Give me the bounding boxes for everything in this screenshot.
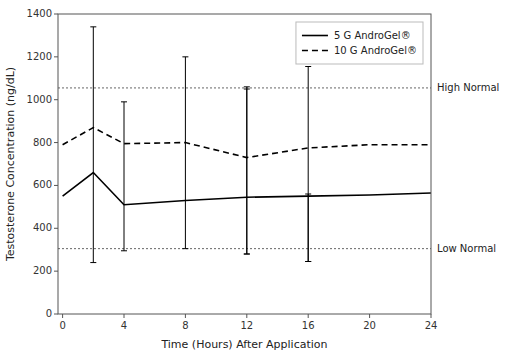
legend-swatch bbox=[302, 50, 328, 52]
legend-label: 10 G AndroGel® bbox=[334, 45, 417, 56]
y-tick-label: 0 bbox=[46, 308, 52, 319]
y-tick bbox=[54, 14, 58, 15]
error-bar bbox=[182, 57, 188, 249]
x-tick bbox=[62, 314, 63, 318]
x-tick bbox=[431, 314, 432, 318]
y-tick-label: 600 bbox=[33, 179, 52, 190]
x-tick bbox=[124, 314, 125, 318]
error-bar bbox=[305, 67, 311, 262]
error-bar bbox=[121, 102, 127, 251]
x-tick bbox=[185, 314, 186, 318]
y-tick-label: 1400 bbox=[27, 8, 52, 19]
error-bar bbox=[244, 89, 250, 254]
y-tick-label: 400 bbox=[33, 222, 52, 233]
error-bars bbox=[244, 67, 311, 262]
series-line bbox=[63, 173, 431, 205]
y-tick bbox=[54, 228, 58, 229]
x-tick-label: 12 bbox=[240, 320, 253, 331]
y-tick-label: 800 bbox=[33, 137, 52, 148]
legend-label: 5 G AndroGel® bbox=[334, 30, 411, 41]
reference-line bbox=[58, 87, 431, 88]
legend: 5 G AndroGel® 10 G AndroGel® bbox=[296, 22, 423, 64]
x-tick-label: 16 bbox=[302, 320, 315, 331]
y-tick-label: 1000 bbox=[27, 94, 52, 105]
chart: 0 200 400 600 800 1000 1200 1400 0 4 8 12 16 20 24 Time… bbox=[0, 0, 513, 356]
x-axis-label: Time (Hours) After Application bbox=[160, 338, 327, 351]
plot-background bbox=[58, 14, 431, 314]
axes: 0 200 400 600 800 1000 1200 1400 0 4 8 12 16 20 24 bbox=[27, 8, 438, 331]
x-tick-label: 4 bbox=[121, 320, 127, 331]
x-tick-label: 24 bbox=[425, 320, 438, 331]
y-axis-label: Testosterone Concentration (ng/dL) bbox=[4, 67, 17, 262]
x-tick bbox=[369, 314, 370, 318]
legend-swatch bbox=[302, 35, 328, 37]
y-tick bbox=[54, 185, 58, 186]
reference-label: Low Normal bbox=[437, 243, 496, 254]
error-bar bbox=[244, 87, 250, 254]
x-tick bbox=[308, 314, 309, 318]
series-line bbox=[63, 128, 431, 158]
y-tick bbox=[54, 271, 58, 272]
reference-label: High Normal bbox=[437, 82, 499, 93]
error-bar bbox=[90, 27, 96, 263]
x-tick-label: 8 bbox=[182, 320, 188, 331]
x-tick-label: 20 bbox=[363, 320, 376, 331]
x-tick bbox=[246, 314, 247, 318]
y-tick-label: 200 bbox=[33, 265, 52, 276]
y-tick bbox=[54, 99, 58, 100]
y-tick bbox=[54, 56, 58, 57]
reference-line bbox=[58, 248, 431, 249]
plot-frame bbox=[58, 14, 431, 314]
y-tick bbox=[54, 314, 58, 315]
x-tick-label: 0 bbox=[59, 320, 65, 331]
legend-box bbox=[296, 22, 423, 64]
error-bars bbox=[90, 27, 311, 263]
y-tick-label: 1200 bbox=[27, 51, 52, 62]
y-tick bbox=[54, 142, 58, 143]
